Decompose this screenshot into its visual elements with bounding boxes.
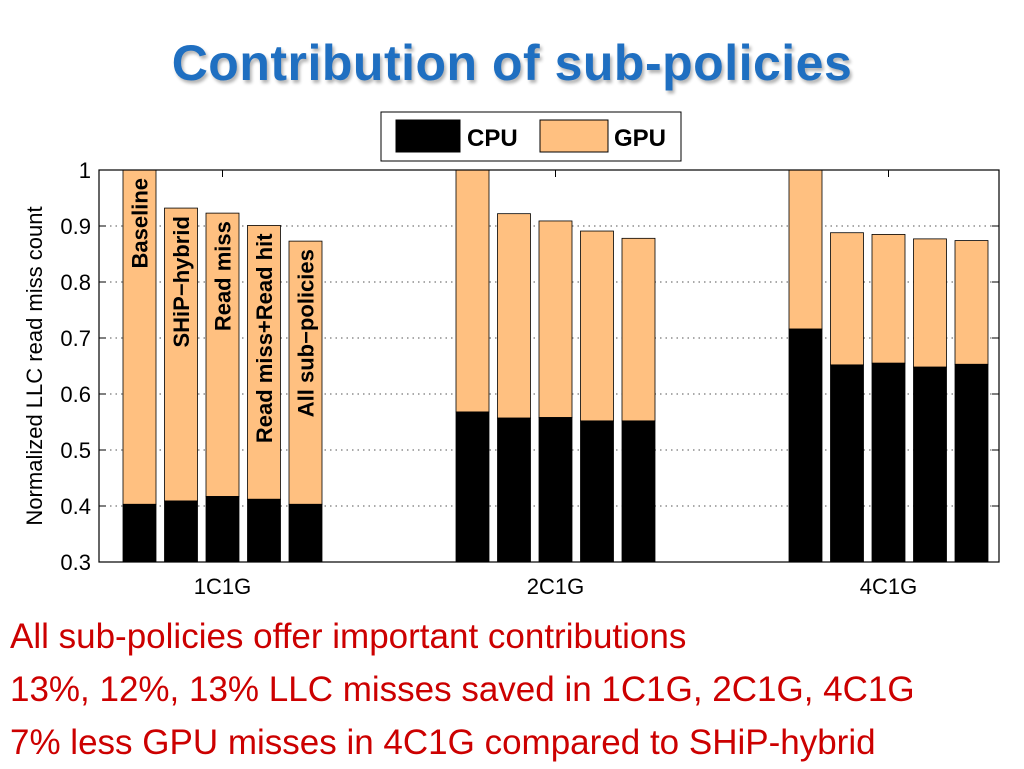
bar-cpu-segment <box>913 366 947 563</box>
y-tick-label: 1 <box>79 158 91 183</box>
bar-gpu-segment <box>580 230 614 422</box>
bar-cpu-segment <box>538 417 573 563</box>
bar-gpu-segment <box>247 225 281 500</box>
legend-swatch-cpu <box>395 119 461 153</box>
bar-cpu-segment <box>580 420 614 563</box>
bar-gpu-segment <box>913 238 947 368</box>
bar-cpu-segment <box>455 411 490 563</box>
bar-gpu-segment <box>538 220 573 418</box>
bar-cpu-segment <box>205 496 240 563</box>
bullet-line: 7% less GPU misses in 4C1G compared to S… <box>10 723 876 762</box>
bar-gpu-segment <box>164 207 198 502</box>
y-tick-label: 0.7 <box>60 326 91 351</box>
stacked-bar-chart: Baseline SHiP−hybrid Read miss Read miss+Re… <box>22 111 1000 599</box>
bar-gpu-segment <box>122 169 157 505</box>
y-tick-label: 0.3 <box>60 550 91 575</box>
bar-gpu-segment <box>621 237 656 422</box>
bar-cpu-segment <box>830 364 864 563</box>
bar-cpu-segment <box>954 363 989 563</box>
x-tick-label: 1C1G <box>194 574 251 599</box>
bar-gpu-segment <box>954 240 989 365</box>
bar-gpu-segment <box>455 169 490 413</box>
bar-gpu-segment <box>830 232 864 366</box>
bar-cpu-segment <box>788 328 823 563</box>
bar-gpu-segment <box>497 213 531 419</box>
legend: CPU GPU <box>380 111 682 162</box>
x-tick-label: 4C1G <box>860 574 917 599</box>
y-tick-label: 0.9 <box>60 214 91 239</box>
bar-gpu-segment <box>288 240 323 505</box>
bar-cpu-segment <box>122 503 157 563</box>
bar-cpu-segment <box>621 420 656 563</box>
y-tick-label: 0.8 <box>60 270 91 295</box>
bar-policy-label: SHiP−hybrid <box>169 216 194 347</box>
y-tick-label: 0.4 <box>60 494 91 519</box>
y-axis-label: Normalized LLC read miss count <box>22 206 47 525</box>
bar-cpu-segment <box>247 498 281 563</box>
bar-policy-label: Baseline <box>128 178 153 269</box>
bar-policy-label: Read miss+Read hit <box>252 233 277 443</box>
y-tick-label: 0.5 <box>60 438 91 463</box>
bar-cpu-segment <box>871 362 906 563</box>
legend-label-cpu: CPU <box>467 125 518 152</box>
legend-label-gpu: GPU <box>614 125 666 152</box>
bullet-line: 13%, 12%, 13% LLC misses saved in 1C1G, … <box>10 670 915 709</box>
bar-gpu-segment <box>205 212 240 497</box>
bar-cpu-segment <box>288 503 323 563</box>
bar-policy-label: Read miss <box>211 221 236 331</box>
bar-policy-label: All sub−policies <box>294 249 319 417</box>
bar-cpu-segment <box>164 500 198 563</box>
bar-gpu-segment <box>788 169 823 330</box>
y-tick-label: 0.6 <box>60 382 91 407</box>
x-tick-label: 2C1G <box>527 574 584 599</box>
slide-title: Contribution of sub-policies <box>171 35 853 91</box>
bullet-list: All sub-policies offer important contrib… <box>10 610 1020 769</box>
bullet-line: All sub-policies offer important contrib… <box>10 617 687 656</box>
legend-swatch-gpu <box>539 119 609 153</box>
bar-cpu-segment <box>497 417 531 563</box>
bar-gpu-segment <box>871 233 906 364</box>
plot-area-frame <box>98 169 1000 563</box>
